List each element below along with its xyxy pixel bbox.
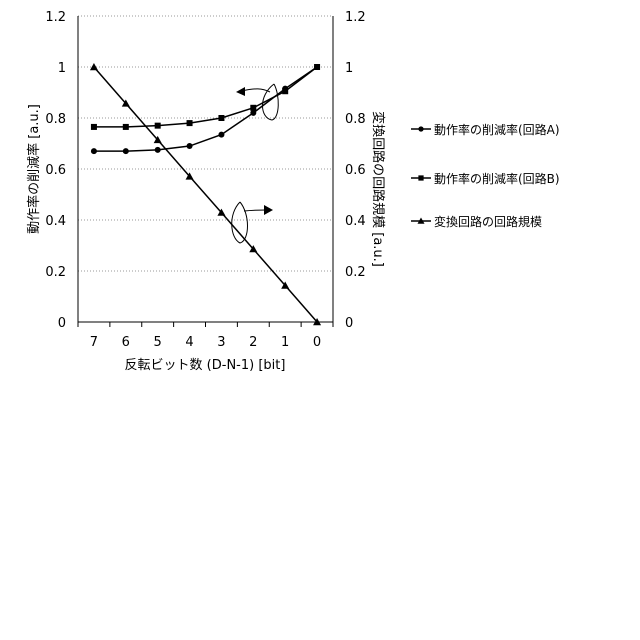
tick-labels: 0 0 0.2 0.2 0.4 0.4 0.6 0.6 0.8 0.8 1 1 1.2 1.2 7 6 5 4 3 2… <box>45 10 365 350</box>
series-line <box>94 67 317 127</box>
data-point <box>218 132 224 138</box>
legend-label: 変換回路の回路規模 <box>434 214 542 229</box>
data-point <box>314 64 320 70</box>
legend-item: 動作率の削減率(回路B) <box>411 171 560 186</box>
legend-marker <box>418 126 423 131</box>
series-line <box>94 67 317 151</box>
x-tick-label: 7 <box>90 335 98 350</box>
y-tick-label-right: 0 <box>345 316 353 331</box>
y-tick-label-left: 1 <box>58 61 66 76</box>
x-tick-label: 3 <box>217 335 225 350</box>
y-tick-label-right: 0.6 <box>345 163 366 178</box>
x-tick-label: 6 <box>122 335 130 350</box>
y-tick-label-left: 0.2 <box>45 265 66 280</box>
y-tick-label-left: 0.8 <box>45 112 66 127</box>
data-point <box>155 123 161 129</box>
y-tick-label-right: 0.4 <box>345 214 366 229</box>
data-point <box>218 115 224 121</box>
series-group <box>90 63 321 325</box>
y-tick-label-right: 0.8 <box>345 112 366 127</box>
arrow-left-head <box>236 87 245 96</box>
y-tick-label-left: 0 <box>58 316 66 331</box>
gridlines <box>78 16 333 271</box>
x-axis-title: 反転ビット数 (D-N-1) [bit] <box>125 358 286 373</box>
legend-item: 変換回路の回路規模 <box>411 214 542 229</box>
data-point <box>123 148 129 154</box>
data-point <box>187 120 193 126</box>
arrow-right-shaft <box>244 210 266 211</box>
y-axis-title-left: 動作率の削減率 [a.u.] <box>26 104 42 234</box>
annotation-loop-right <box>232 202 248 243</box>
data-point <box>91 124 97 130</box>
arrow-right-head <box>264 205 273 215</box>
series-1 <box>91 64 320 154</box>
x-tick-label: 5 <box>154 335 162 350</box>
data-point <box>250 105 256 111</box>
legend-label: 動作率の削減率(回路B) <box>434 171 560 186</box>
series-3 <box>90 63 321 325</box>
data-point <box>282 88 288 94</box>
x-tick-label: 1 <box>281 335 289 350</box>
y-axis-title-right: 変換回路の回路規模 [a.u.] <box>370 111 386 267</box>
x-tick-label: 0 <box>313 335 321 350</box>
legend-item: 動作率の削減率(回路A) <box>411 122 560 137</box>
legend-label: 動作率の削減率(回路A) <box>434 122 560 137</box>
y-tick-label-left: 1.2 <box>45 10 66 25</box>
series-2 <box>91 64 320 130</box>
arrow-left-shaft <box>242 89 270 92</box>
y-tick-label-left: 0.4 <box>45 214 66 229</box>
y-tick-label-right: 1 <box>345 61 353 76</box>
data-point <box>123 124 129 130</box>
legend: 動作率の削減率(回路A) 動作率の削減率(回路B) 変換回路の回路規模 <box>411 122 560 229</box>
x-tick-label: 4 <box>185 335 193 350</box>
y-tick-label-right: 1.2 <box>345 10 366 25</box>
data-point <box>187 143 193 149</box>
data-point <box>91 148 97 154</box>
y-tick-label-left: 0.6 <box>45 163 66 178</box>
x-tick-label: 2 <box>249 335 257 350</box>
y-tick-label-right: 0.2 <box>345 265 366 280</box>
axes <box>78 16 333 327</box>
legend-marker <box>418 175 423 180</box>
data-point <box>155 147 161 153</box>
